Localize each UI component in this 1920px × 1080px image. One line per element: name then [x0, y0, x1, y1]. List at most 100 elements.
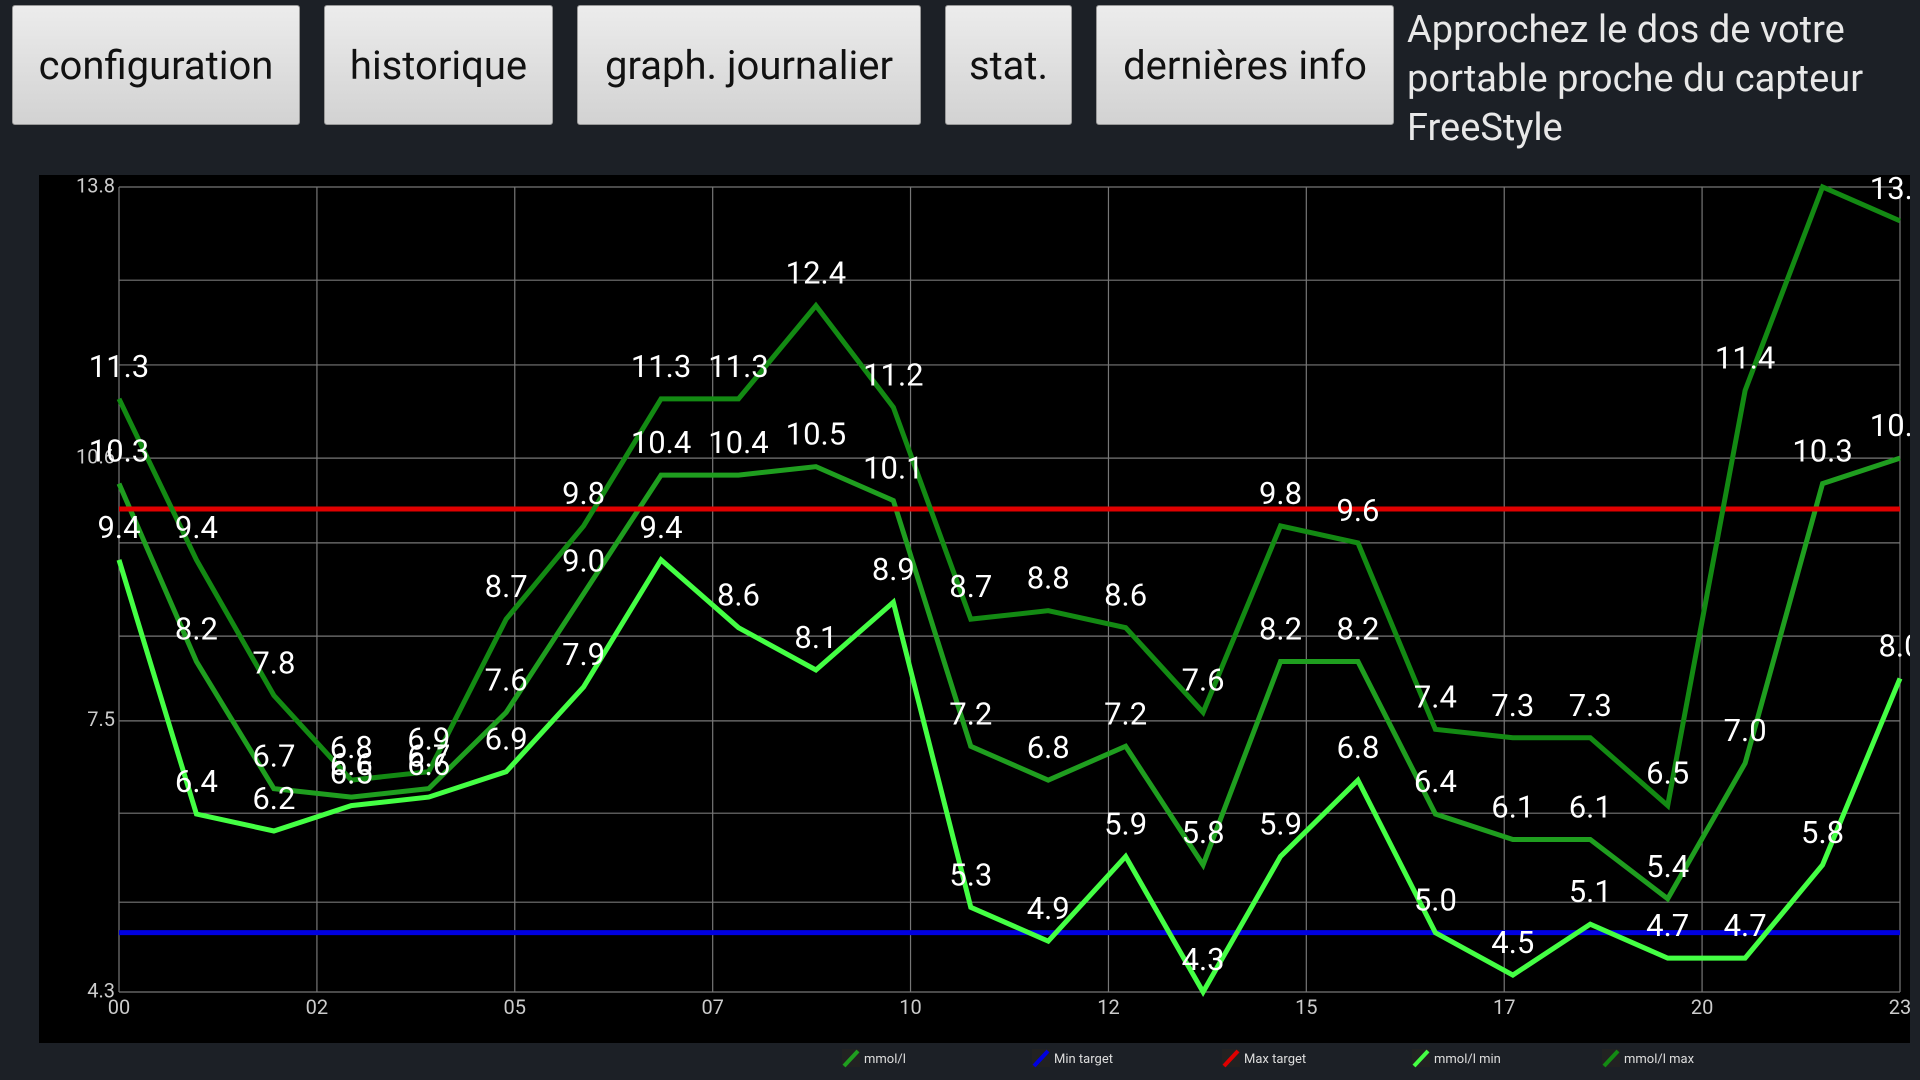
legend-line [1602, 1049, 1620, 1068]
data-label: 10.4 [631, 424, 691, 461]
legend-line [1412, 1049, 1430, 1068]
data-label: 6.7 [407, 738, 450, 775]
data-label: 4.5 [1491, 924, 1534, 961]
series-line [116, 183, 1902, 811]
legend-line [842, 1049, 860, 1068]
legend-label: Max target [1244, 1052, 1306, 1067]
data-label: 6.1 [1491, 788, 1534, 825]
data-label: 8.1 [794, 619, 837, 656]
data-label: 8.6 [1104, 577, 1147, 614]
data-label: 6.5 [330, 755, 373, 792]
data-label: 7.6 [1182, 661, 1225, 698]
x-tick-label: 07 [701, 995, 723, 1019]
legend-label: mmol/l [864, 1052, 906, 1067]
data-label: 5.9 [1104, 805, 1147, 842]
data-label: 7.3 [1491, 687, 1534, 724]
legend-label: Min target [1054, 1052, 1113, 1067]
data-label: 13.4 [1870, 170, 1920, 207]
data-label: 6.8 [1027, 729, 1070, 766]
x-tick-label: 15 [1295, 995, 1317, 1019]
y-tick-label: 10.6 [76, 444, 115, 468]
x-tick-label: 10 [899, 995, 921, 1019]
legend-label: mmol/l min [1434, 1052, 1501, 1067]
data-label: 7.6 [485, 661, 528, 698]
data-label: 6.4 [1414, 763, 1457, 800]
data-label: 8.0 [1878, 627, 1920, 664]
data-label: 9.4 [175, 509, 218, 546]
data-label: 6.2 [252, 780, 295, 817]
data-label: 7.4 [1414, 678, 1457, 715]
data-label: 11.3 [89, 348, 149, 385]
data-label: 5.9 [1259, 805, 1302, 842]
data-label: 9.6 [1336, 492, 1379, 529]
data-label: 9.4 [640, 509, 683, 546]
data-label: 9.0 [562, 543, 605, 580]
data-label: 9.4 [97, 509, 140, 546]
data-label: 11.3 [708, 348, 768, 385]
data-label: 5.1 [1569, 873, 1612, 910]
data-label: 8.7 [485, 568, 528, 605]
x-tick-label: 20 [1691, 995, 1713, 1019]
data-label: 6.9 [485, 721, 528, 758]
data-label: 7.9 [562, 636, 605, 673]
legend-line [1032, 1049, 1050, 1068]
data-label: 13.8 [1792, 136, 1852, 173]
button[interactable]: historique [324, 5, 553, 125]
legend-line [1222, 1049, 1240, 1068]
data-label: 8.9 [872, 551, 915, 588]
data-label: 4.9 [1027, 890, 1070, 927]
data-label: 11.4 [1715, 339, 1775, 376]
data-label: 10.1 [863, 450, 923, 487]
message: Approchez le dos de votre portable proch… [1407, 8, 1864, 150]
data-label: 6.4 [175, 763, 218, 800]
series-line [116, 455, 1901, 903]
data-label: 6.6 [407, 746, 450, 783]
x-tick-label: 00 [108, 995, 130, 1019]
data-label: 8.7 [949, 568, 992, 605]
data-label: 5.3 [949, 856, 992, 893]
data-label: 11.2 [863, 356, 923, 393]
data-label: 4.7 [1724, 907, 1767, 944]
chart-area [39, 175, 1910, 1043]
series-line [116, 556, 1903, 998]
data-label: 8.8 [1027, 560, 1070, 597]
data-label: 10.3 [89, 433, 149, 470]
button[interactable]: configuration [12, 5, 300, 125]
data-label: 7.2 [949, 695, 992, 732]
data-label: 6.1 [1569, 788, 1612, 825]
data-label: 7.8 [252, 644, 295, 681]
data-label: 4.7 [1646, 907, 1689, 944]
x-tick-label: 12 [1097, 995, 1119, 1019]
data-label: 5.8 [1801, 814, 1844, 851]
data-label: 12.4 [786, 255, 846, 292]
data-label: 5.0 [1414, 882, 1457, 919]
data-label: 6.5 [1646, 755, 1689, 792]
data-label: 9.8 [562, 475, 605, 512]
data-label: 10.5 [786, 416, 846, 453]
data-label: 10.4 [708, 424, 768, 461]
data-label: 8.6 [717, 577, 760, 614]
x-tick-label: 05 [504, 995, 526, 1019]
button[interactable]: stat. [945, 5, 1072, 125]
data-label: 6.8 [1336, 729, 1379, 766]
data-label: 6.8 [330, 729, 373, 766]
data-label: 6.6 [330, 746, 373, 783]
data-label: 6.9 [407, 721, 450, 758]
x-tick-label: 23 [1889, 995, 1911, 1019]
y-tick-label: 13.8 [76, 173, 115, 197]
data-label: 7.3 [1569, 687, 1612, 724]
x-tick-label: 17 [1493, 995, 1515, 1019]
data-label: 10.3 [1792, 433, 1852, 470]
data-label: 9.8 [1259, 475, 1302, 512]
data-label: 8.2 [1336, 611, 1379, 648]
button[interactable]: graph. journalier [577, 5, 921, 125]
button[interactable]: dernières info [1096, 5, 1394, 125]
data-label: 7.2 [1104, 695, 1147, 732]
legend-label: mmol/l max [1624, 1052, 1695, 1067]
data-label: 8.2 [175, 611, 218, 648]
data-label: 6.7 [252, 738, 295, 775]
y-tick-label: 4.3 [87, 978, 115, 1002]
x-tick-label: 02 [306, 995, 328, 1019]
